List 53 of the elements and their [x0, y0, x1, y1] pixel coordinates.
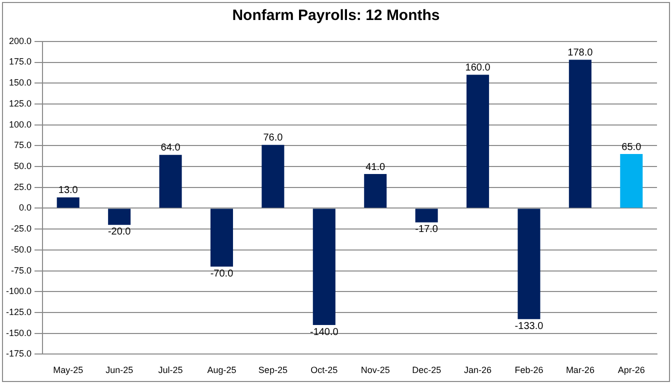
y-tick-label: -125.0: [6, 306, 32, 317]
bar: [568, 60, 592, 208]
data-label: 13.0: [58, 185, 78, 196]
y-tick-label: 150.0: [8, 78, 32, 88]
x-tick-label: Aug-25: [207, 365, 236, 376]
data-label: 76.0: [263, 132, 284, 144]
bar: [210, 208, 234, 267]
y-tick-label: 0.0: [19, 202, 32, 213]
y-tick-label: 100.0: [8, 119, 32, 130]
chart-title: Nonfarm Payrolls: 12 Months: [231, 7, 441, 24]
y-tick-label: 175.0: [8, 56, 32, 67]
x-tick-label: May-25: [53, 365, 84, 376]
y-tick-label: -50.0: [11, 244, 32, 254]
y-tick-label: 125.0: [8, 98, 32, 108]
x-tick-label: Dec-25: [412, 365, 442, 376]
bar: [518, 208, 540, 320]
data-label: 64.0: [160, 142, 181, 154]
x-tick-label: Jan-26: [464, 365, 492, 376]
data-label: 41.0: [366, 162, 386, 173]
x-tick-label: Sep-25: [258, 365, 288, 376]
data-label: 160.0: [465, 62, 491, 74]
x-tick-label: Mar-26: [566, 365, 594, 376]
y-tick-label: -75.0: [11, 265, 32, 276]
y-tick-label: -150.0: [6, 328, 32, 338]
bar: [466, 74, 490, 208]
x-tick-label: Jul-25: [158, 365, 183, 376]
x-tick-label: Nov-25: [360, 365, 390, 376]
data-label: -17.0: [415, 224, 438, 236]
data-label: 65.0: [622, 142, 642, 153]
x-tick-label: Apr-26: [618, 365, 645, 376]
bar: [620, 154, 643, 208]
data-label: -140.0: [310, 326, 339, 338]
x-tick-label: Jun-25: [106, 365, 134, 376]
y-tick-label: 25.0: [14, 182, 32, 192]
data-label: 178.0: [568, 48, 594, 58]
y-tick-label: -175.0: [6, 348, 32, 359]
bar: [364, 174, 387, 208]
bar: [108, 208, 131, 225]
data-label: -133.0: [514, 320, 544, 332]
bar: [159, 154, 182, 208]
y-tick-label: 75.0: [14, 140, 32, 150]
bar: [312, 208, 336, 326]
data-label: -70.0: [210, 268, 234, 280]
y-tick-label: 50.0: [14, 161, 32, 172]
x-tick-label: Feb-26: [514, 365, 544, 376]
y-tick-label: -25.0: [11, 224, 32, 234]
y-tick-label: 200.0: [8, 36, 32, 46]
x-tick-label: Oct-25: [310, 365, 338, 376]
y-tick-label: -100.0: [6, 286, 32, 296]
bar: [415, 208, 438, 222]
bar: [56, 197, 80, 208]
data-label: -20.0: [108, 226, 132, 238]
bar: [262, 144, 284, 208]
